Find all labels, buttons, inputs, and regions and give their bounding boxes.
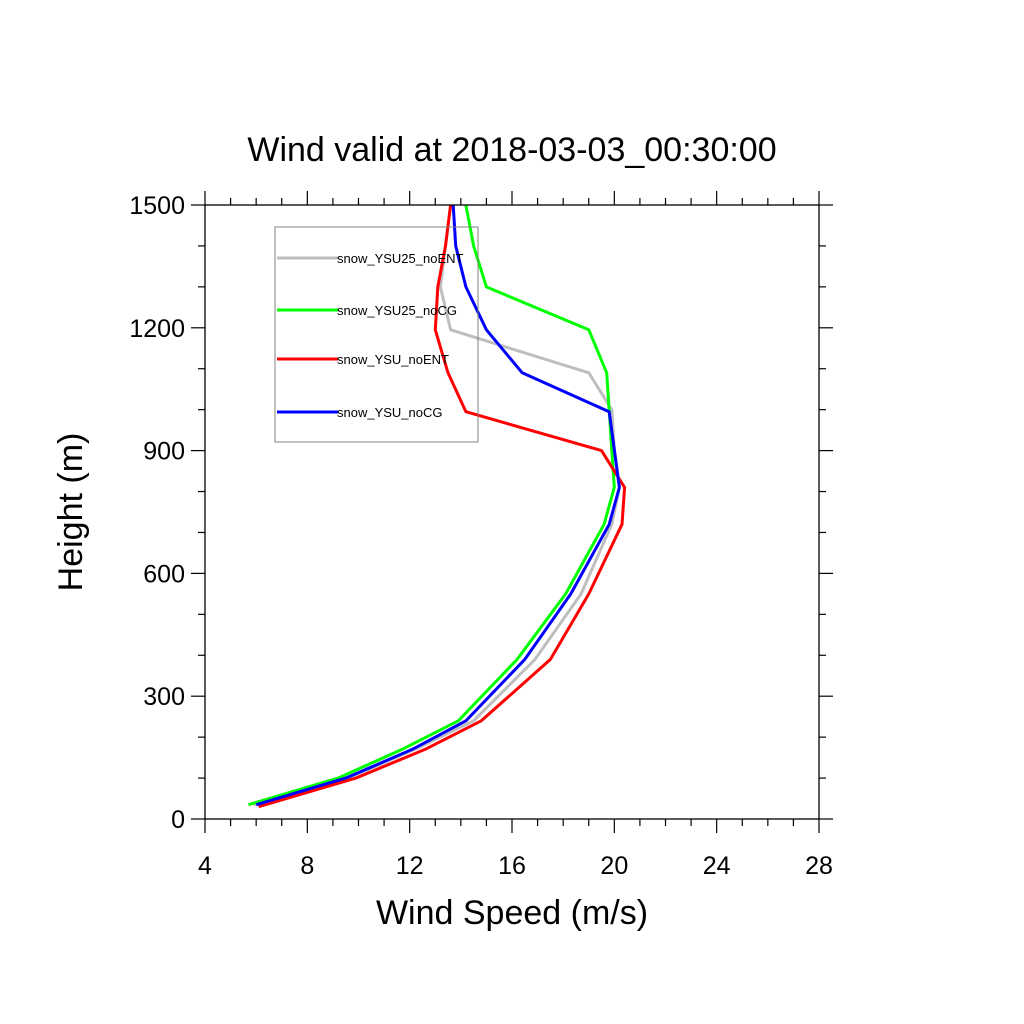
axis-ticks (191, 191, 833, 833)
y-tick-labels: 0 300 600 900 1200 1500 (129, 192, 185, 834)
x-tick-label: 8 (300, 852, 314, 880)
x-tick-label: 28 (805, 852, 833, 880)
legend-box (274, 226, 479, 443)
y-tick-label: 0 (171, 806, 185, 834)
legend-label: snow_YSU25_noENT (337, 251, 464, 266)
plot-frame (204, 204, 820, 820)
y-tick-label: 1500 (129, 192, 185, 220)
series-line-snow_YSU_noENT (258, 204, 627, 809)
y-tick-label: 600 (143, 560, 185, 588)
y-axis-title: Height (m) (52, 433, 90, 592)
y-tick-label: 300 (143, 683, 185, 711)
legend-label: snow_YSU_noENT (337, 352, 449, 367)
series-layer (248, 204, 627, 809)
x-tick-label: 16 (498, 852, 526, 880)
x-tick-label: 12 (396, 852, 424, 880)
x-axis-title: Wind Speed (m/s) (376, 894, 648, 932)
legend-label: snow_YSU_noCG (337, 405, 443, 420)
x-tick-label: 24 (703, 852, 731, 880)
series-line-snow_YSU_noCG (255, 204, 621, 807)
x-tick-labels: 4 8 12 16 20 24 28 (198, 852, 833, 880)
y-tick-label: 1200 (129, 315, 185, 343)
series-line-snow_YSU25_noCG (248, 204, 616, 807)
x-tick-label: 20 (600, 852, 628, 880)
legend: snow_YSU25_noENT snow_YSU25_noCG snow_YSU_… (274, 226, 479, 443)
chart-title: Wind valid at 2018-03-03_00:30:00 (247, 131, 776, 169)
legend-label: snow_YSU25_noCG (337, 303, 457, 318)
y-tick-label: 900 (143, 438, 185, 466)
x-tick-label: 4 (198, 852, 212, 880)
